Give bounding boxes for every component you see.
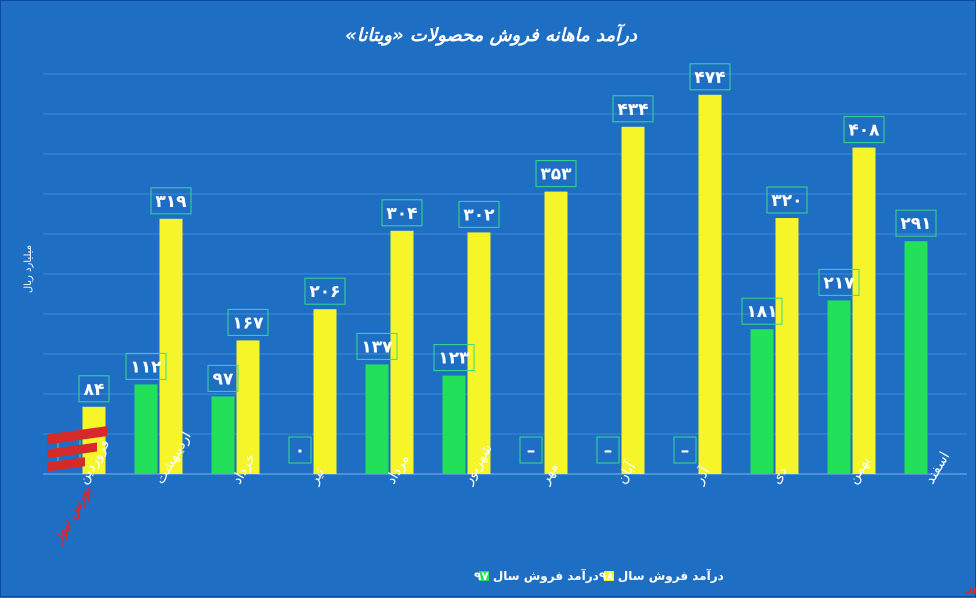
legend-label-98: درآمد فروش سال ۹۸ xyxy=(599,568,724,584)
legend-swatch-97 xyxy=(479,571,489,581)
bar-97-11 xyxy=(904,241,928,474)
y-axis-label: میلیارد ریال xyxy=(23,245,34,293)
data-label-98-6-box xyxy=(535,160,577,188)
bar-97-4 xyxy=(365,364,389,474)
data-label-97-9-box xyxy=(741,297,783,325)
data-label-98-3: ۲۰۶ xyxy=(309,282,340,302)
bar-97-9 xyxy=(750,329,774,474)
data-label-97-10: ۲۱۷ xyxy=(823,273,855,293)
data-label-97-3: ۰ xyxy=(295,441,305,461)
legend-label-97: درآمد فروش سال ۹۷ xyxy=(474,568,599,584)
data-label-97-1-box xyxy=(125,352,167,380)
data-label-98-2-box xyxy=(227,308,269,336)
data-label-97-8-box xyxy=(673,436,697,464)
data-label-98-9-box xyxy=(766,186,808,214)
data-label-97-4-box xyxy=(356,332,398,360)
data-label-97-10-box xyxy=(818,268,860,296)
legend: درآمد فروش سال ۹۸ درآمد فروش سال ۹۷ xyxy=(474,568,724,584)
bar-97-5 xyxy=(442,375,466,474)
data-label-98-8: ۴۷۴ xyxy=(694,68,725,88)
data-label-97-6-box xyxy=(519,436,543,464)
data-label-98-10: ۴۰۸ xyxy=(848,121,880,141)
bar-98-8 xyxy=(698,94,722,475)
data-label-97-7: – xyxy=(604,441,613,461)
gridlines xyxy=(43,73,967,475)
data-label-98-4-box xyxy=(381,199,423,227)
data-label-98-10-box xyxy=(843,116,885,144)
bar-98-6 xyxy=(544,191,568,474)
data-label-98-4: ۳۰۴ xyxy=(386,204,417,224)
data-label-97-5: ۱۲۳ xyxy=(438,349,470,369)
bar-98-9 xyxy=(775,218,799,474)
source-label: بورس نیوز xyxy=(965,583,976,594)
data-label-97-7-box xyxy=(596,436,620,464)
data-label-98-8-box xyxy=(689,63,731,91)
data-label-98-2: ۱۶۷ xyxy=(232,313,264,333)
x-tick-labels: فروردین اردیبهشت خرداد تیر مرداد شهریور مهر آبا… xyxy=(75,429,953,488)
data-label-97-9: ۱۸۱ xyxy=(746,302,777,322)
data-label-98-0-box xyxy=(78,375,110,403)
data-label-97-2-box xyxy=(207,364,239,392)
bar-98-2 xyxy=(236,340,260,474)
data-label-98-6: ۳۵۳ xyxy=(540,165,572,185)
data-label-98-9: ۳۲۰ xyxy=(771,191,802,211)
data-label-97-3-box xyxy=(288,436,312,464)
data-label-97-2: ۹۷ xyxy=(213,369,234,389)
bar-98-0 xyxy=(82,406,106,474)
bar-97-10 xyxy=(827,300,851,474)
data-label-97-5-box xyxy=(433,344,475,372)
bar-98-1 xyxy=(159,218,183,474)
chart-title: درآمد ماهانه فروش محصولات «ویتانا» xyxy=(345,23,638,46)
data-label-98-1-box xyxy=(150,187,192,215)
data-label-98-0: ۸۴ xyxy=(84,380,105,400)
bar-98-3 xyxy=(313,309,337,474)
data-label-97-4: ۱۳۷ xyxy=(361,337,393,357)
svg-text:بورس نیوز: بورس نیوز xyxy=(49,482,95,546)
bar-98-7 xyxy=(621,126,645,475)
bars xyxy=(82,94,928,475)
data-labels: –۸۴۱۱۲۳۱۹۹۷۱۶۷۰۲۰۶۱۳۷۳۰۴۱۲۳۳۰۲–۳۵۳–۴۳۴–۴… xyxy=(57,63,937,464)
bar-97-2 xyxy=(211,396,235,474)
x-tick-3: تیر xyxy=(306,465,328,488)
bar-97-1 xyxy=(134,384,158,474)
data-label-98-7: ۴۳۴ xyxy=(617,100,648,120)
bar-98-10 xyxy=(852,147,876,474)
legend-swatch-98 xyxy=(604,571,614,581)
bar-98-5 xyxy=(467,232,491,474)
data-label-98-3-box xyxy=(304,277,346,305)
data-label-97-6: – xyxy=(527,441,536,461)
x-tick-9: دی xyxy=(768,464,790,487)
bar-98-4 xyxy=(390,230,414,474)
data-label-97-8: – xyxy=(681,441,690,461)
data-label-98-7-box xyxy=(612,95,654,123)
data-label-97-11-box xyxy=(895,209,937,237)
data-label-98-5-box xyxy=(458,200,500,228)
data-label-98-1: ۳۱۹ xyxy=(155,192,187,212)
data-label-98-5: ۳۰۲ xyxy=(463,205,495,225)
data-label-97-11: ۲۹۱ xyxy=(900,214,931,234)
data-label-97-1: ۱۱۲ xyxy=(130,357,162,377)
